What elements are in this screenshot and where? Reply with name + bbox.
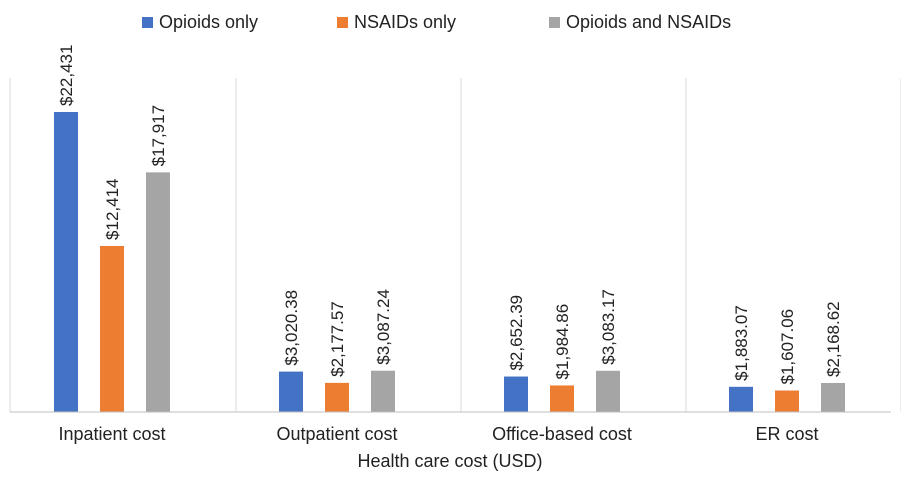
legend-swatch [549,17,560,28]
bar [550,385,574,412]
bar-data-label: $1,883.07 [732,305,751,381]
bars [54,112,845,412]
x-tick-label: Inpatient cost [58,424,165,444]
data-labels: $22,431 $3,020.38 $2,652.39 $1,883.07 $12,41… [57,45,843,385]
x-tick-label: Outpatient cost [276,424,397,444]
bar-data-label: $1,984.86 [553,304,572,380]
category-separators [9,78,901,412]
bar [821,382,845,412]
bar [596,370,620,412]
legend-item: Opioids only [142,12,258,32]
x-tick-labels: Inpatient cost Outpatient cost Office-base… [58,424,818,444]
bar-data-label: $2,652.39 [507,295,526,371]
bar-data-label: $12,414 [103,179,122,240]
bar [279,371,303,412]
legend-swatch [142,17,153,28]
x-tick-label: ER cost [755,424,818,444]
x-tick-label: Office-based cost [492,424,632,444]
bar [729,386,753,412]
legend: Opioids only NSAIDs only Opioids and NSAID… [142,12,731,32]
bar [371,370,395,412]
legend-label: NSAIDs only [354,12,456,32]
bar [146,172,170,412]
legend-item: Opioids and NSAIDs [549,12,731,32]
bar [775,390,799,412]
legend-swatch [337,17,348,28]
bar [325,382,349,412]
legend-item: NSAIDs only [337,12,456,32]
legend-label: Opioids only [159,12,258,32]
bar-data-label: $2,168.62 [824,301,843,377]
bar-data-label: $2,177.57 [328,301,347,377]
bar-data-label: $17,917 [149,105,168,166]
bar-data-label: $3,083.17 [599,289,618,365]
bar-data-label: $22,431 [57,45,76,106]
bar-data-label: $3,020.38 [282,290,301,366]
bar-data-label: $3,087.24 [374,289,393,365]
bar [54,112,78,412]
bar-data-label: $1,607.06 [778,309,797,385]
bar [100,245,124,412]
legend-label: Opioids and NSAIDs [566,12,731,32]
bar [504,376,528,412]
x-axis-title: Health care cost (USD) [357,451,542,471]
